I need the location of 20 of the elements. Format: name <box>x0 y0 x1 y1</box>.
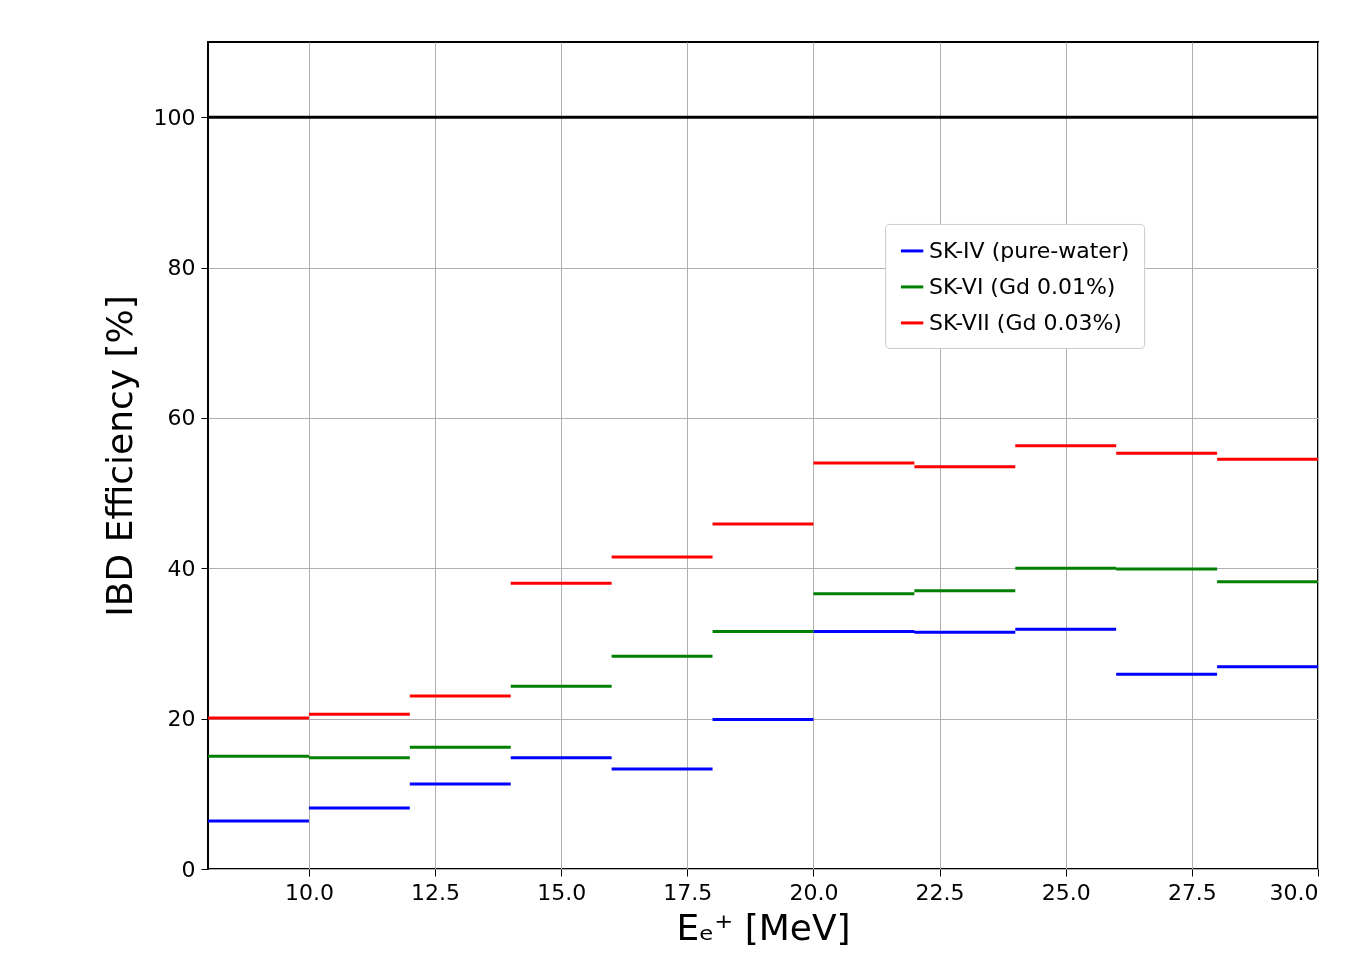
y-tick-label: 0 <box>181 856 196 882</box>
y-tick-label: 100 <box>153 104 196 130</box>
y-tick-label: 80 <box>167 255 196 281</box>
x-tick-label: 22.5 <box>915 879 965 905</box>
y-tick-label: 60 <box>167 405 196 431</box>
y-axis-title: IBD Efficiency [%] <box>98 295 140 617</box>
x-tick-label: 15.0 <box>537 879 587 905</box>
legend-label: SK-IV (pure-water) <box>929 237 1130 263</box>
y-tick-label: 20 <box>167 706 196 732</box>
x-tick-label: 20.0 <box>789 879 839 905</box>
x-tick-label: 25.0 <box>1041 879 1091 905</box>
x-axis-title: Eₑ⁺ [MeV] <box>676 906 851 948</box>
y-tick-label: 40 <box>167 555 196 581</box>
x-tick-label: 30.0 <box>1269 879 1319 905</box>
legend-label: SK-VII (Gd 0.03%) <box>929 309 1122 335</box>
x-tick-label: 17.5 <box>663 879 713 905</box>
x-tick-label: 12.5 <box>411 879 461 905</box>
x-tick-label: 10.0 <box>284 879 334 905</box>
legend-label: SK-VI (Gd 0.01%) <box>929 273 1116 299</box>
x-tick-label: 27.5 <box>1167 879 1217 905</box>
